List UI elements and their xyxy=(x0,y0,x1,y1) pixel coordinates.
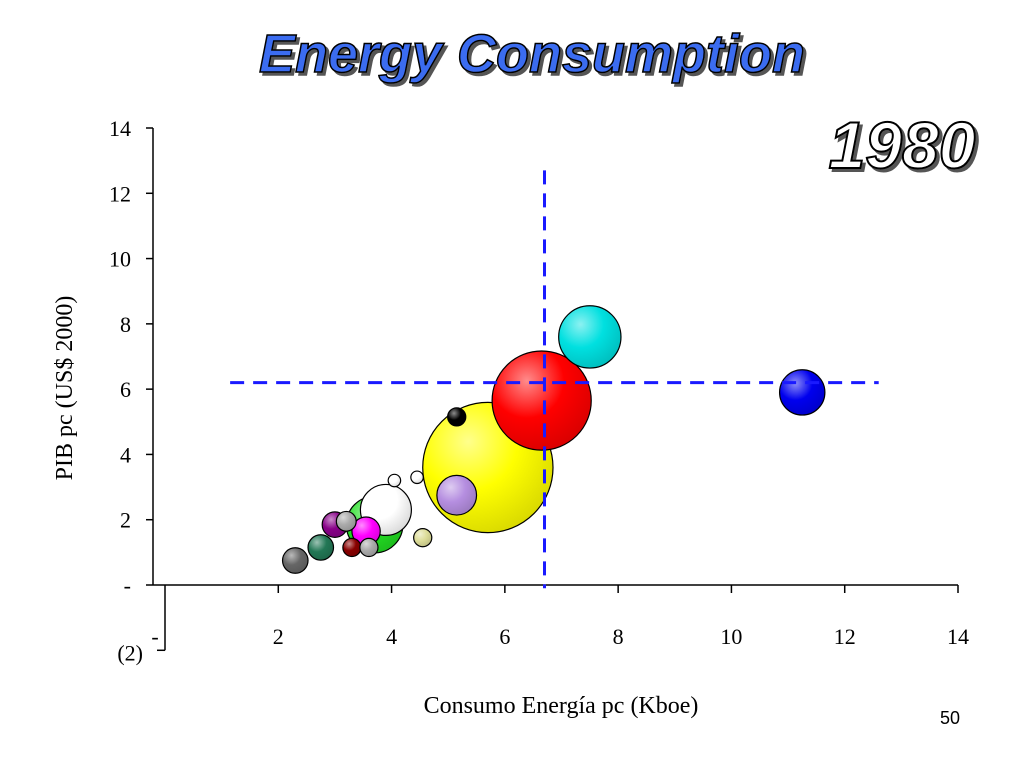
bubble xyxy=(342,537,362,558)
bubble xyxy=(436,474,478,516)
bubble xyxy=(335,510,357,532)
y-tick-label: 10 xyxy=(109,247,131,272)
x-tick-label: 6 xyxy=(499,624,510,649)
y-tick-label: 14 xyxy=(109,116,131,141)
bubble xyxy=(410,470,424,485)
x-tick-label: 2 xyxy=(273,624,284,649)
x-tick-label: 12 xyxy=(834,624,856,649)
x-tick-label: 4 xyxy=(386,624,397,649)
x-origin-tick-label: - xyxy=(151,624,158,649)
y-tick-label: 12 xyxy=(109,181,131,206)
x-axis-label: Consumo Energía pc (Kboe) xyxy=(424,693,699,719)
y-axis-label: PIB pc (US$ 2000) xyxy=(52,296,78,481)
y-tick-label: 2 xyxy=(120,508,131,533)
bubble xyxy=(281,547,309,574)
bubble xyxy=(491,350,592,451)
bubble xyxy=(558,305,622,369)
bubble xyxy=(778,369,826,416)
bubble xyxy=(307,534,335,561)
y-tick-label: 8 xyxy=(120,312,131,337)
y-tick-label: 4 xyxy=(120,442,131,467)
y-tick-label: - xyxy=(124,573,131,598)
chart-title: Energy Consumption xyxy=(259,24,805,84)
x-tick-label: 14 xyxy=(947,624,969,649)
y-tick-label: (2) xyxy=(117,640,143,665)
bubble xyxy=(387,473,402,488)
page-number: 50 xyxy=(940,708,960,728)
y-tick-label: 6 xyxy=(120,377,131,402)
bubble xyxy=(413,528,433,548)
x-tick-label: 8 xyxy=(613,624,624,649)
x-tick-label: 10 xyxy=(720,624,742,649)
bubble xyxy=(447,407,467,427)
year-label: 1980 xyxy=(829,108,976,182)
bubble xyxy=(359,537,379,558)
